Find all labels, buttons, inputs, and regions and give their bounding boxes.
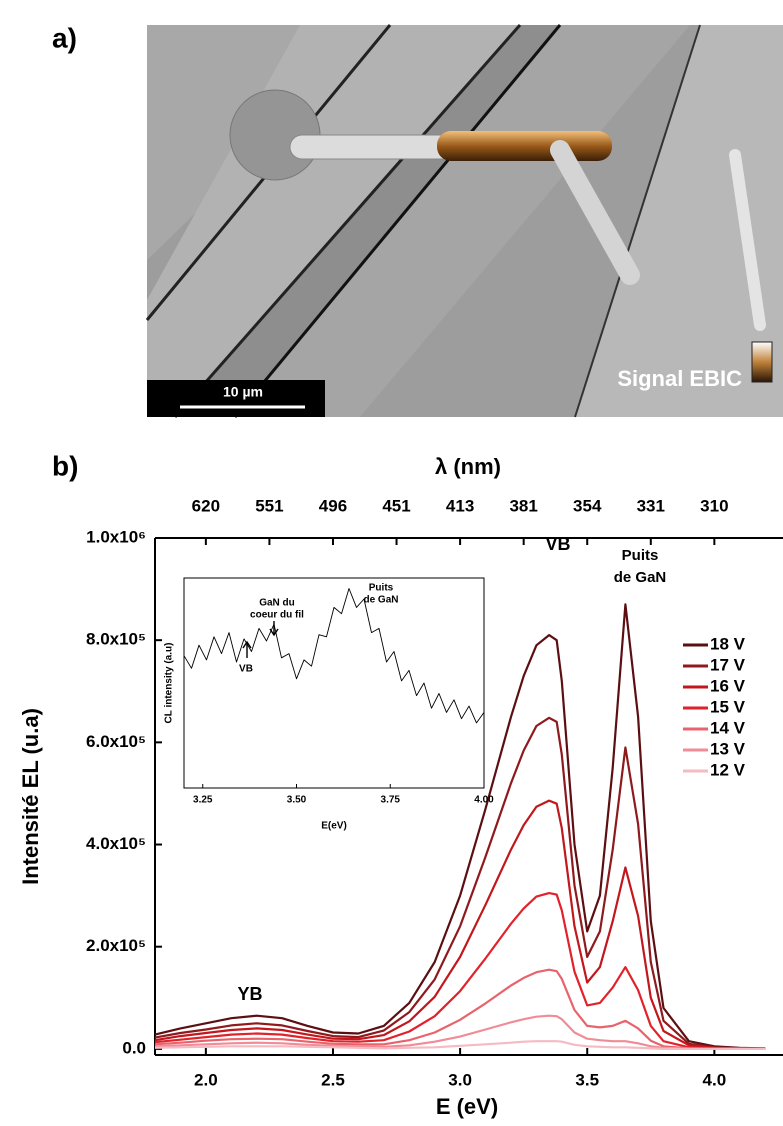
x-tick-label: 3.75 <box>381 795 401 806</box>
legend-label: 18 V <box>710 634 746 653</box>
inset-annotation: GaN du <box>259 598 295 609</box>
y-tick-label: 2.0x10⁵ <box>86 936 146 955</box>
y-tick-label: 6.0x10⁵ <box>86 732 146 751</box>
x-tick-label: 4.00 <box>474 795 494 806</box>
y-axis-label: Intensité EL (u.a) <box>18 708 43 885</box>
series-line <box>154 892 766 1050</box>
y-tick-label: 8.0x10⁵ <box>86 630 146 649</box>
y-tick-label: 0.0 <box>122 1038 146 1057</box>
annotation: Puits <box>622 547 659 564</box>
annotation: VB <box>545 534 570 554</box>
series-line <box>154 1040 766 1050</box>
scale-bar-label: 10 µm <box>223 384 263 400</box>
x2-tick-label: 496 <box>319 496 347 515</box>
arrow <box>242 640 252 658</box>
inset-annotation: coeur du fil <box>250 610 304 621</box>
x-tick-label: 2.5 <box>321 1070 345 1089</box>
x-tick-label: 3.25 <box>193 795 213 806</box>
legend-label: 16 V <box>710 676 746 695</box>
series-line <box>154 799 766 1050</box>
legend-label: 14 V <box>710 718 746 737</box>
series-line <box>154 1014 766 1050</box>
y-tick-label: 4.0x10⁵ <box>86 834 146 853</box>
x2-tick-label: 451 <box>382 496 410 515</box>
series-line <box>183 588 485 724</box>
legend-label: 17 V <box>710 655 746 674</box>
series-line <box>154 603 766 1050</box>
x2-tick-label: 331 <box>637 496 665 515</box>
x2-tick-label: 354 <box>573 496 602 515</box>
x2-tick-label: 551 <box>255 496 283 515</box>
series-line <box>154 968 766 1050</box>
x-tick-label: 3.5 <box>575 1070 599 1089</box>
x2-tick-label: 620 <box>192 496 220 515</box>
series-line <box>154 716 766 1050</box>
arrow <box>269 621 279 637</box>
sem-image: 10 µm Signal EBIC <box>145 24 783 418</box>
annotation: YB <box>237 984 262 1004</box>
x-tick-label: 3.0 <box>448 1070 472 1089</box>
panel-label: b) <box>52 450 78 481</box>
y-tick-label: 1.0x10⁶ <box>86 527 146 546</box>
plot-frame <box>183 577 485 789</box>
inset-annotation: Puits <box>369 583 394 594</box>
x-axis-label: E (eV) <box>436 1094 498 1119</box>
x2-tick-label: 413 <box>446 496 474 515</box>
x2-tick-label: 310 <box>700 496 728 515</box>
signal-label: Signal EBIC <box>617 366 742 391</box>
x-tick-label: 4.0 <box>703 1070 727 1089</box>
x2-tick-label: 381 <box>509 496 537 515</box>
panel-label: a) <box>52 22 77 53</box>
y-axis-label: CL intensity (a.u) <box>164 643 175 724</box>
legend-label: 12 V <box>710 760 746 779</box>
inset-annotation: VB <box>239 664 253 675</box>
x-axis-label: E(eV) <box>321 821 347 832</box>
legend-label: 13 V <box>710 739 746 758</box>
inset-annotation: de GaN <box>363 595 398 606</box>
x-tick-label: 3.50 <box>287 795 307 806</box>
legend-label: 15 V <box>710 697 746 716</box>
x-tick-label: 2.0 <box>194 1070 218 1089</box>
x2-axis-label: λ (nm) <box>435 454 501 479</box>
annotation: de GaN <box>614 569 667 586</box>
